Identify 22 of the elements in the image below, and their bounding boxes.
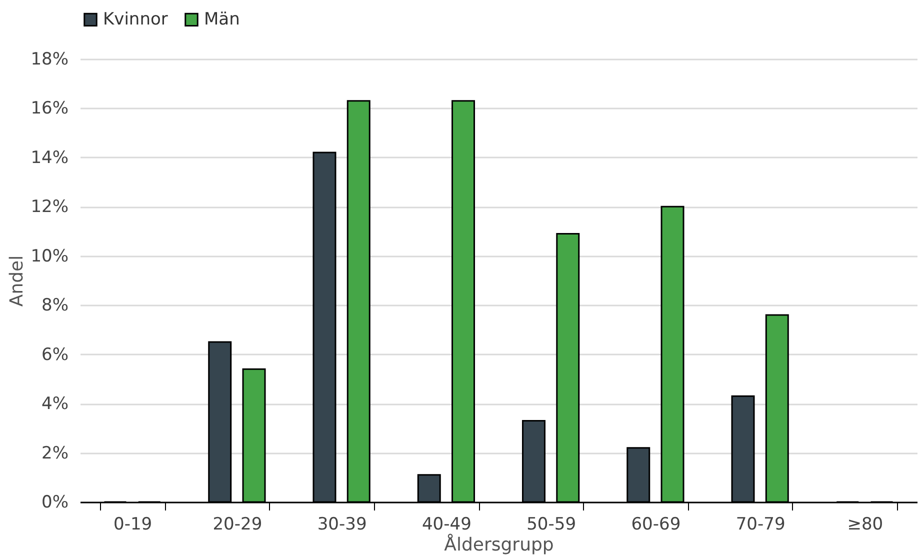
- legend-label: Män: [204, 10, 240, 30]
- y-tick-label: 16%: [30, 98, 68, 119]
- x-axis-title: Åldersgrupp: [444, 534, 554, 556]
- x-tick-label: 70-79: [736, 514, 786, 534]
- x-tick-label: 0-19: [114, 514, 152, 534]
- y-tick-label: 14%: [30, 148, 68, 168]
- y-tick-label: 10%: [30, 246, 68, 266]
- x-tick-label: 20-29: [212, 514, 262, 534]
- y-tick-label: 6%: [42, 344, 68, 365]
- x-tick-label: 40-49: [422, 514, 472, 534]
- x-tick-label: 60-69: [631, 514, 681, 534]
- y-axis-title: Andel: [6, 255, 28, 307]
- y-tick-label: 18%: [30, 50, 68, 70]
- y-tick-label: 4%: [42, 394, 68, 414]
- x-tick-label: 50-59: [526, 514, 576, 534]
- y-tick-label: 0%: [42, 492, 68, 512]
- y-tick-label: 12%: [30, 197, 68, 218]
- x-tick-label: ≥80: [847, 514, 884, 534]
- x-tick-label: 30-39: [317, 514, 367, 534]
- y-tick-label: 8%: [42, 296, 68, 316]
- y-tick-label: 2%: [42, 443, 68, 464]
- legend-label: Kvinnor: [103, 10, 168, 30]
